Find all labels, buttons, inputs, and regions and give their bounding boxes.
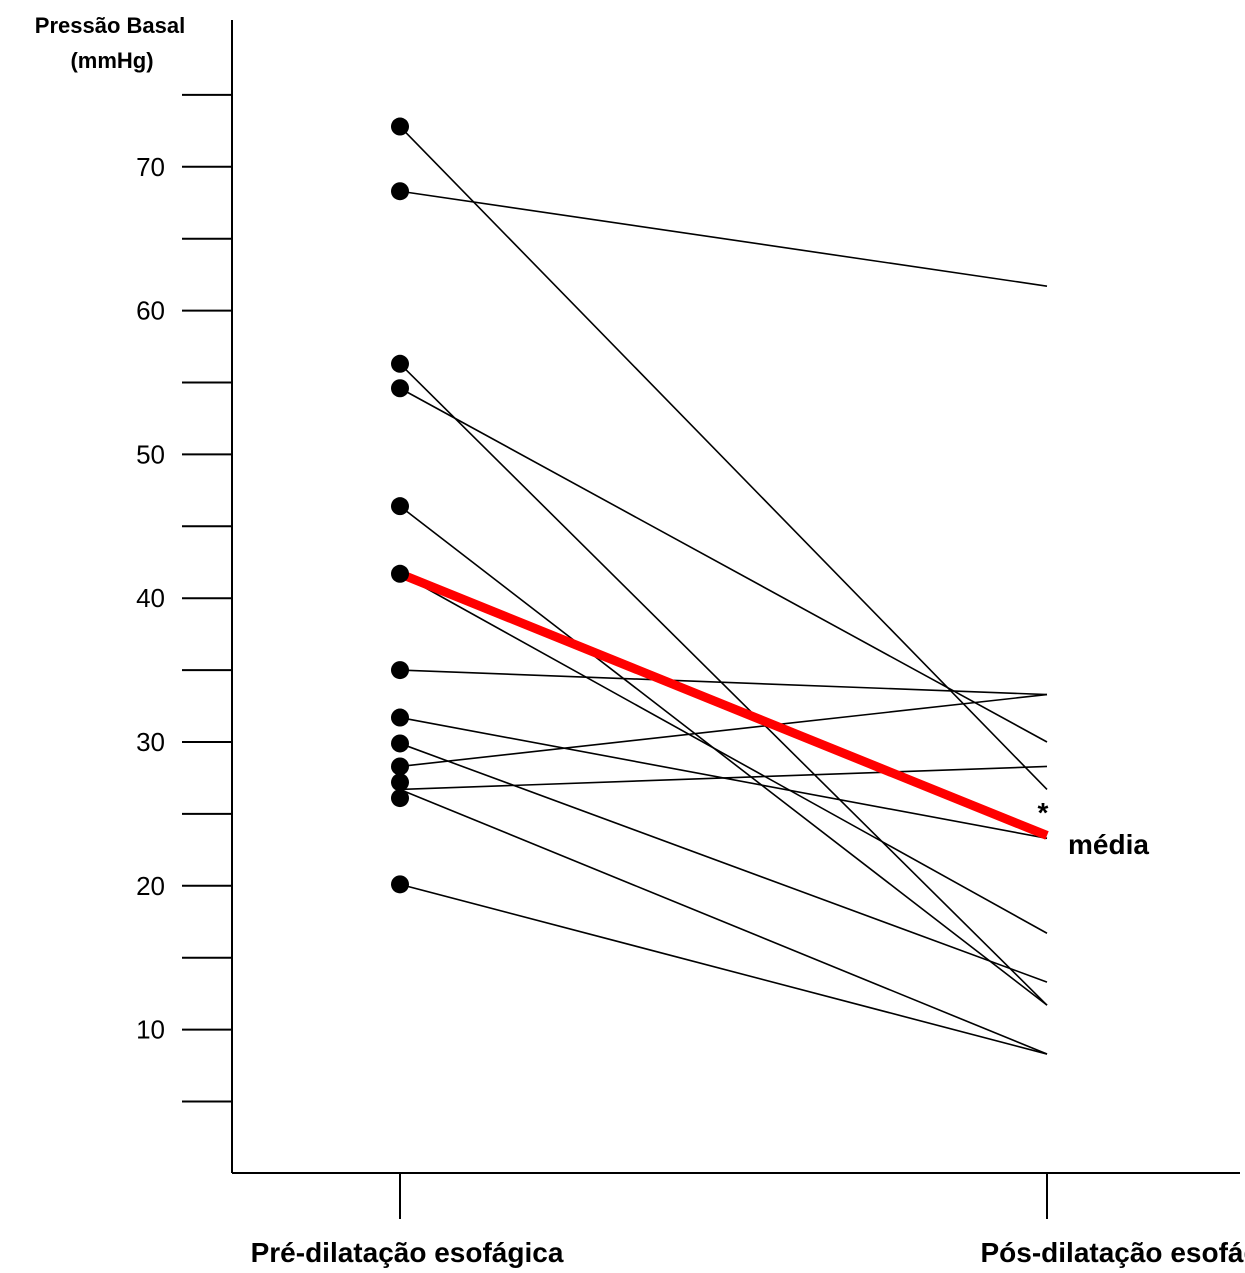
pre-point: [391, 789, 409, 808]
y-tick-label: 50: [136, 439, 165, 469]
pre-point: [391, 708, 409, 727]
y-tick-label: 40: [136, 583, 165, 613]
y-tick-label: 60: [136, 296, 165, 326]
y-tick-label: 10: [136, 1015, 165, 1045]
patient-line: [399, 387, 1048, 743]
y-axis-title-line2: (mmHg): [70, 48, 153, 73]
patient-line: [399, 573, 1048, 934]
pre-point: [391, 564, 409, 583]
y-ticks: 10 20 30 40 50 60 70: [136, 93, 232, 1103]
pre-point: [391, 354, 409, 373]
pre-point: [391, 497, 409, 516]
pre-point: [391, 117, 409, 136]
significance-asterisk: *: [1038, 797, 1049, 828]
y-tick-label: 20: [136, 871, 165, 901]
y-axis-title-line1: Pressão Basal: [35, 13, 185, 38]
patient-line: [399, 765, 1048, 791]
pre-point: [391, 734, 409, 753]
patient-line: [399, 883, 1048, 1055]
pre-point: [391, 661, 409, 680]
patient-line: [399, 742, 1048, 983]
x-category-label: Pré-dilatação esofágica: [251, 1237, 564, 1268]
patient-line: [399, 363, 1048, 1006]
pre-point: [391, 379, 409, 398]
x-ticks: Pré-dilatação esofágica Pós-dilatação eso…: [251, 1173, 1245, 1268]
pre-point: [391, 875, 409, 894]
patient-line: [399, 505, 1048, 1006]
y-tick-label: 30: [136, 727, 165, 757]
series-lines: [399, 125, 1048, 1055]
patient-line: [399, 669, 1048, 696]
pre-point: [391, 773, 409, 792]
patient-line: [399, 788, 1048, 1055]
y-tick-label: 70: [136, 152, 165, 182]
patient-line: [399, 125, 1048, 791]
pre-point: [391, 757, 409, 776]
y-axis-title: Pressão Basal (mmHg): [35, 13, 185, 73]
patient-line: [399, 190, 1048, 287]
mean-layer: [398, 569, 1049, 840]
patient-line: [399, 693, 1048, 768]
points: [391, 117, 409, 894]
mean-label: média: [1068, 829, 1149, 860]
mean-line: [398, 569, 1049, 840]
x-category-label: Pós-dilatação esofágica: [980, 1237, 1245, 1268]
pre-point: [391, 182, 409, 201]
